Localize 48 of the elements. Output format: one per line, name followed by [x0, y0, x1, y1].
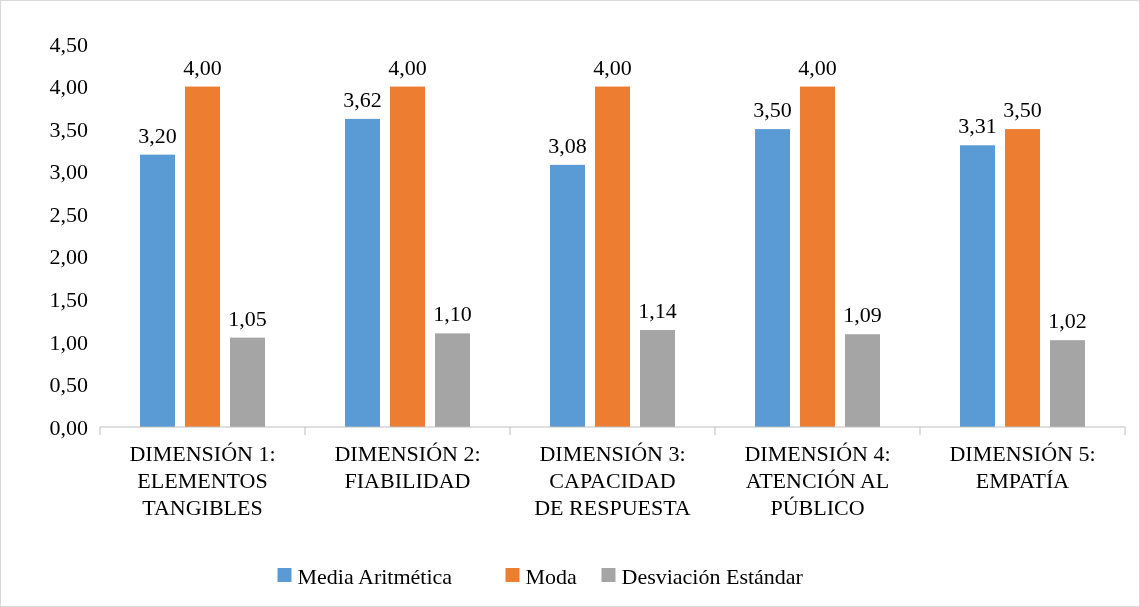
- bar: [390, 86, 425, 427]
- data-label: 4,00: [183, 54, 222, 80]
- bar: [1050, 340, 1085, 427]
- x-tick-label: DIMENSIÓN 1: ELEMENTOS TANGIBLES: [129, 441, 276, 520]
- bar: [845, 334, 880, 427]
- data-label: 4,00: [798, 54, 837, 80]
- data-label: 3,08: [548, 132, 587, 158]
- x-tick-label: DIMENSIÓN 5: EMPATÍA: [949, 441, 1096, 493]
- bar: [140, 154, 175, 427]
- bar: [960, 145, 995, 427]
- data-label: 1,10: [433, 301, 472, 327]
- bar: [435, 333, 470, 427]
- y-tick-label: 2,00: [49, 244, 88, 270]
- y-tick-label: 1,00: [49, 329, 88, 355]
- bar: [595, 86, 630, 427]
- data-label: 1,05: [228, 305, 267, 331]
- data-label: 3,62: [343, 86, 382, 112]
- legend-label: Desviación Estándar: [621, 563, 804, 589]
- x-tick-label: DIMENSIÓN 4: ATENCIÓN AL PÚBLICO: [744, 441, 891, 520]
- legend-label: Media Aritmética: [297, 563, 453, 589]
- y-tick-label: 3,00: [49, 159, 88, 185]
- y-tick-label: 4,00: [49, 74, 88, 100]
- y-tick-label: 0,00: [49, 414, 88, 440]
- bar: [185, 86, 220, 427]
- bar: [1005, 129, 1040, 427]
- data-label: 4,00: [593, 54, 632, 80]
- y-tick-label: 3,50: [49, 116, 88, 142]
- bar: [550, 164, 585, 427]
- x-tick-label: DIMENSIÓN 2: FIABILIDAD: [334, 441, 481, 493]
- data-label: 1,14: [638, 297, 677, 323]
- legend-label: Moda: [525, 563, 578, 589]
- bar: [230, 337, 265, 427]
- y-tick-label: 0,50: [49, 372, 88, 398]
- y-tick-label: 1,50: [49, 287, 88, 313]
- y-tick-label: 2,50: [49, 201, 88, 227]
- data-label: 1,09: [843, 302, 882, 328]
- data-label: 3,31: [958, 113, 997, 139]
- x-tick-label: DIMENSIÓN 3: CAPACIDAD DE RESPUESTA: [534, 441, 691, 520]
- bar: [800, 86, 835, 427]
- data-label: 3,50: [753, 97, 792, 123]
- bar: [345, 118, 380, 427]
- bar: [640, 329, 675, 427]
- bar: [755, 129, 790, 427]
- data-label: 1,02: [1048, 308, 1087, 334]
- y-tick-label: 4,50: [49, 31, 88, 57]
- data-label: 3,50: [1003, 97, 1042, 123]
- data-label: 4,00: [388, 54, 427, 80]
- data-label: 3,20: [138, 122, 177, 148]
